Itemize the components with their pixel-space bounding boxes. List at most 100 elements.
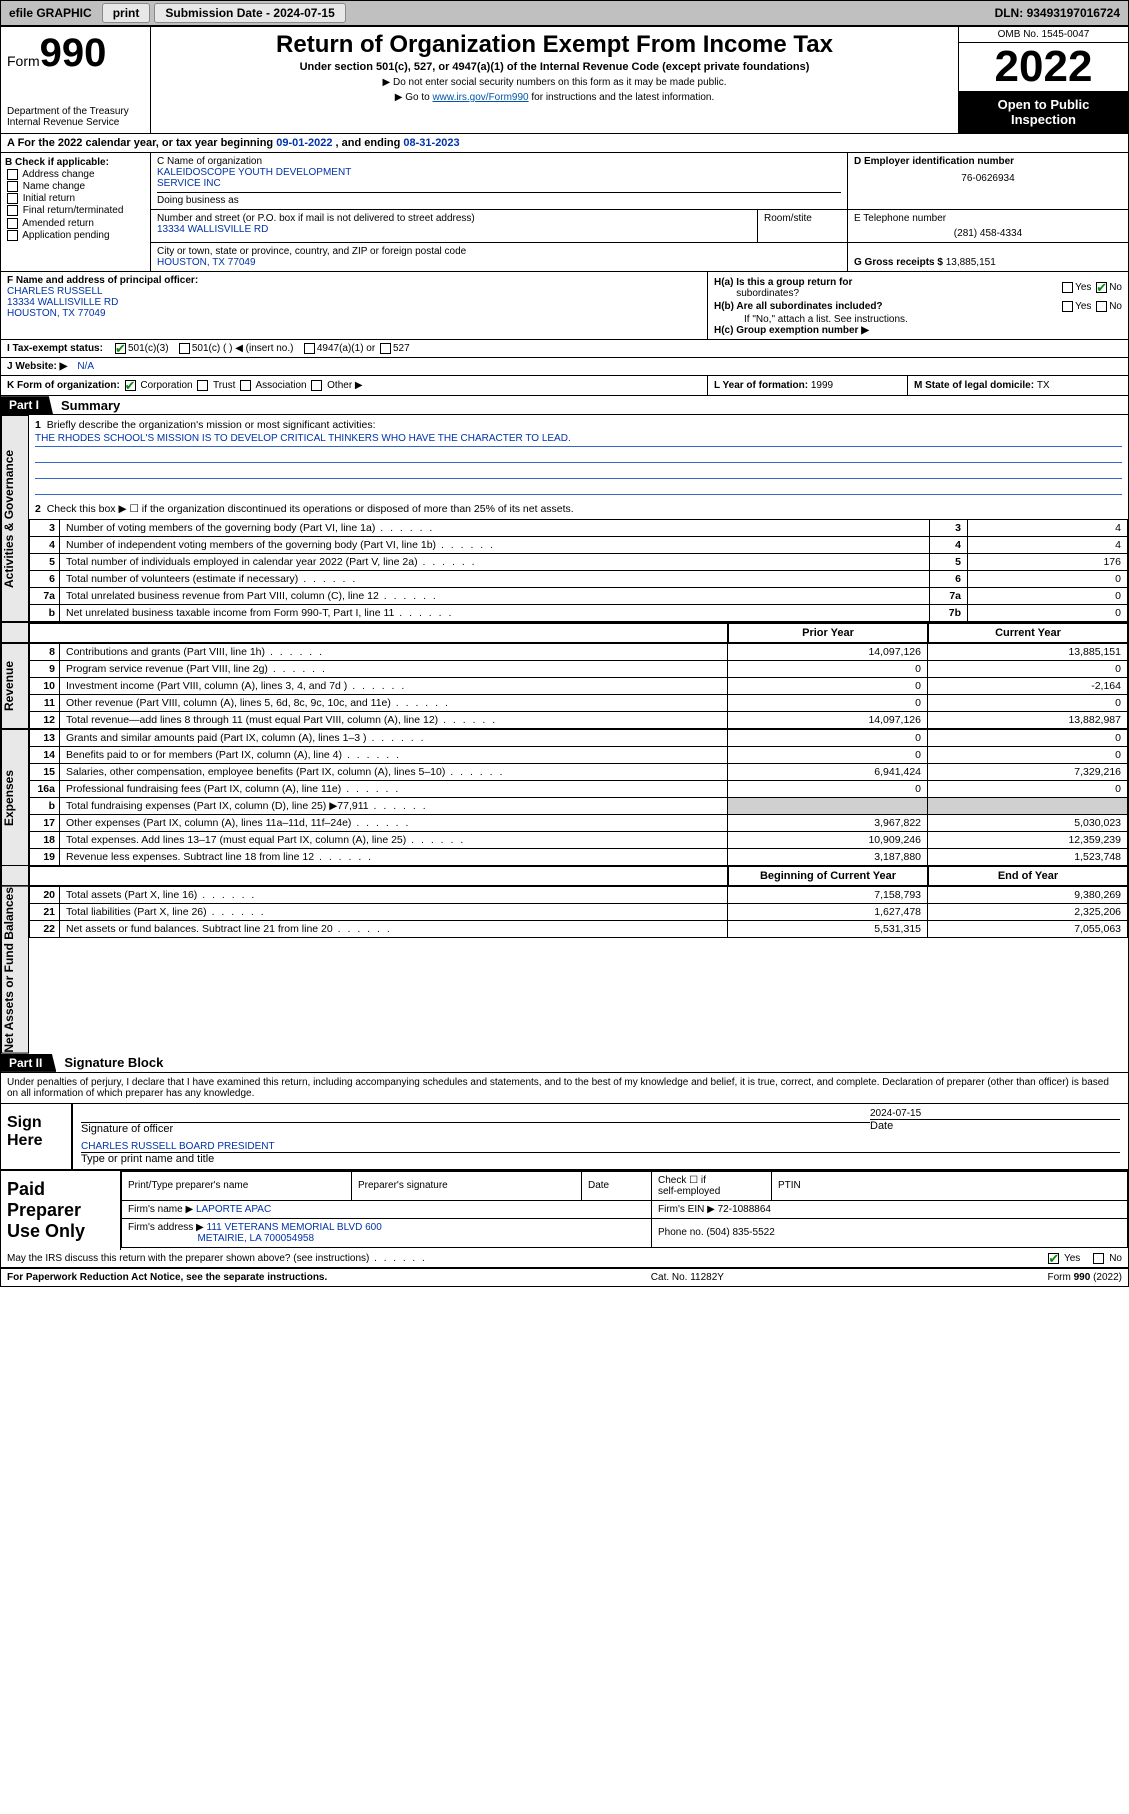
- prep-row-3: Firm's address ▶ 111 VETERANS MEMORIAL B…: [122, 1218, 1128, 1247]
- line-desc: Net unrelated business taxable income fr…: [60, 605, 930, 622]
- line-desc: Total unrelated business revenue from Pa…: [60, 588, 930, 605]
- print-button[interactable]: print: [102, 3, 151, 23]
- d-label: D Employer identification number: [854, 156, 1014, 167]
- firm-addr-1: 111 VETERANS MEMORIAL BLVD 600: [207, 1222, 382, 1233]
- firm-name: LAPORTE APAC: [196, 1204, 271, 1215]
- line-a: A For the 2022 calendar year, or tax yea…: [1, 134, 1128, 153]
- b-name: Name change: [23, 181, 85, 192]
- vlabel-net-top: [1, 866, 29, 886]
- e-label: E Telephone number: [854, 213, 1122, 224]
- part2-label: Part II: [1, 1054, 56, 1072]
- discuss-answers: Yes No: [1046, 1253, 1122, 1264]
- sig-date-label: Date: [870, 1120, 893, 1132]
- hb-yes: Yes: [1075, 301, 1091, 312]
- form-number: Form990: [7, 31, 144, 76]
- line-key: 7b: [930, 605, 968, 622]
- line-number: 12: [30, 712, 60, 729]
- k-corp-checkbox[interactable]: [125, 380, 136, 391]
- sig-officer: Signature of officer: [81, 1108, 870, 1135]
- irs-link[interactable]: www.irs.gov/Form990: [432, 92, 528, 103]
- submission-date-button[interactable]: Submission Date - 2024-07-15: [154, 3, 345, 23]
- omb-number: OMB No. 1545-0047: [959, 27, 1128, 43]
- header-right: OMB No. 1545-0047 2022 Open to Public In…: [958, 27, 1128, 133]
- line-value: 4: [968, 537, 1128, 554]
- table-row: 19Revenue less expenses. Subtract line 1…: [30, 849, 1128, 866]
- k-other-checkbox[interactable]: [311, 380, 322, 391]
- prior-value: 3,187,880: [728, 849, 928, 866]
- firm-name-cell: Firm's name ▶ LAPORTE APAC: [122, 1200, 652, 1218]
- ha-yes-checkbox[interactable]: [1062, 282, 1073, 293]
- line-key: 6: [930, 571, 968, 588]
- tax-year-end: 08-31-2023: [403, 137, 459, 149]
- current-value: 0: [928, 781, 1128, 798]
- website-value: N/A: [77, 361, 94, 372]
- check-address-change[interactable]: Address change: [5, 169, 146, 180]
- city-label: City or town, state or province, country…: [157, 246, 841, 257]
- line-number: 8: [30, 644, 60, 661]
- vlabel-spacer: [1, 623, 29, 643]
- check-initial-return[interactable]: Initial return: [5, 193, 146, 204]
- addr-block: Number and street (or P.O. box if mail i…: [151, 210, 758, 242]
- part1-header: Part I Summary: [1, 396, 1128, 415]
- addr-label: Number and street (or P.O. box if mail i…: [157, 213, 751, 224]
- current-value: 7,055,063: [928, 921, 1128, 938]
- expenses-section: Expenses 13Grants and similar amounts pa…: [1, 729, 1128, 866]
- check-application-pending[interactable]: Application pending: [5, 230, 146, 241]
- goto-pre: ▶ Go to: [395, 92, 433, 103]
- officer-printed-name: CHARLES RUSSELL BOARD PRESIDENT: [81, 1141, 1120, 1152]
- footer-left: For Paperwork Reduction Act Notice, see …: [7, 1272, 327, 1283]
- line1-label: Briefly describe the organization's miss…: [47, 419, 376, 431]
- k-trust-checkbox[interactable]: [197, 380, 208, 391]
- current-value: 2,325,206: [928, 904, 1128, 921]
- firm-label: Firm's name ▶: [128, 1204, 196, 1215]
- hb-no-checkbox[interactable]: [1096, 301, 1107, 312]
- part1-label: Part I: [1, 396, 53, 414]
- revenue-section: Revenue 8Contributions and grants (Part …: [1, 643, 1128, 729]
- dln-label: DLN:: [995, 6, 1027, 20]
- current-value: -2,164: [928, 678, 1128, 695]
- i-527-checkbox[interactable]: [380, 343, 391, 354]
- line-desc: Grants and similar amounts paid (Part IX…: [60, 730, 728, 747]
- check-final-return[interactable]: Final return/terminated: [5, 205, 146, 216]
- i-501c3-checkbox[interactable]: [115, 343, 126, 354]
- hb-yes-checkbox[interactable]: [1062, 301, 1073, 312]
- prior-value: 0: [728, 695, 928, 712]
- d-block: D Employer identification number 76-0626…: [848, 153, 1128, 209]
- discuss-yes-checkbox[interactable]: [1048, 1253, 1059, 1264]
- dba-label: Doing business as: [157, 192, 841, 206]
- prior-value: 0: [728, 661, 928, 678]
- line-desc: Contributions and grants (Part VIII, lin…: [60, 644, 728, 661]
- b-final: Final return/terminated: [23, 206, 124, 217]
- prior-value: 0: [728, 747, 928, 764]
- current-value: 0: [928, 695, 1128, 712]
- discuss-no-checkbox[interactable]: [1093, 1253, 1104, 1264]
- prep-row-2: Firm's name ▶ LAPORTE APAC Firm's EIN ▶ …: [122, 1200, 1128, 1218]
- org-name-1: KALEIDOSCOPE YOUTH DEVELOPMENT: [157, 167, 841, 178]
- sig-date-value: 2024-07-15: [870, 1108, 1120, 1119]
- check-name-change[interactable]: Name change: [5, 181, 146, 192]
- col-end-year: End of Year: [928, 866, 1128, 886]
- b-init: Initial return: [23, 193, 75, 204]
- addr-value: 13334 WALLISVILLE RD: [157, 224, 751, 235]
- form-subtitle: Under section 501(c), 527, or 4947(a)(1)…: [157, 61, 952, 73]
- officer-city: HOUSTON, TX 77049: [7, 308, 701, 319]
- i-527: 527: [393, 343, 410, 354]
- i-4947-checkbox[interactable]: [304, 343, 315, 354]
- k-block: K Form of organization: Corporation Trus…: [1, 376, 708, 395]
- ha-no-checkbox[interactable]: [1096, 282, 1107, 293]
- prep-selfemp: Check ☐ if self-employed: [652, 1171, 772, 1200]
- i-501c3: 501(c)(3): [128, 343, 169, 354]
- i-501c-checkbox[interactable]: [179, 343, 190, 354]
- check-amended-return[interactable]: Amended return: [5, 218, 146, 229]
- irs-label: Internal Revenue Service: [7, 117, 144, 128]
- table-row: 4Number of independent voting members of…: [30, 537, 1128, 554]
- line-number: 17: [30, 815, 60, 832]
- k-assoc-checkbox[interactable]: [240, 380, 251, 391]
- k-assoc: Association: [255, 380, 306, 391]
- preparer-table: Print/Type preparer's name Preparer's si…: [121, 1171, 1128, 1248]
- form-header: Form990 Department of the Treasury Inter…: [1, 27, 1128, 134]
- ha-label: H(a) Is this a group return for: [714, 277, 852, 288]
- current-value: 5,030,023: [928, 815, 1128, 832]
- table-row: 17Other expenses (Part IX, column (A), l…: [30, 815, 1128, 832]
- line-desc: Benefits paid to or for members (Part IX…: [60, 747, 728, 764]
